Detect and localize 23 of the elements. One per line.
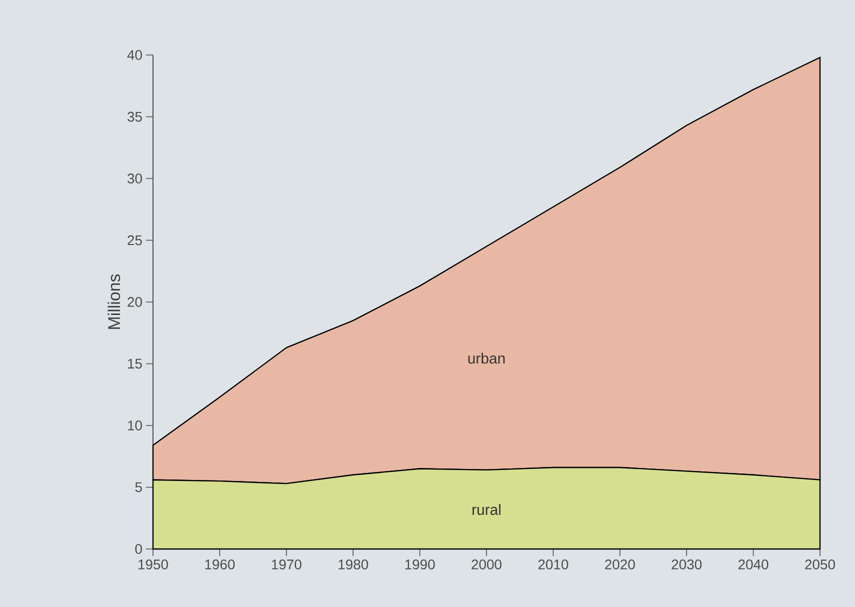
series-label: rural xyxy=(472,504,500,515)
x-tick-label: 2030 xyxy=(672,560,702,570)
y-tick-label: 30 xyxy=(128,174,142,184)
y-tick-label: 35 xyxy=(128,112,142,122)
x-tick-label: 1980 xyxy=(338,560,368,570)
x-tick-label: 1960 xyxy=(205,560,235,570)
y-tick-label: 20 xyxy=(128,297,142,307)
y-tick-label: 25 xyxy=(128,235,142,246)
y-tick-label: 0 xyxy=(135,544,142,554)
x-tick-label: 2020 xyxy=(605,560,635,570)
y-tick-label: 5 xyxy=(135,482,142,492)
x-tick-label: 2040 xyxy=(738,560,768,570)
y-tick-label: 40 xyxy=(127,50,142,60)
y-axis-title: Millions xyxy=(108,274,120,329)
x-tick-label: 1950 xyxy=(138,560,168,570)
x-tick-label: 1990 xyxy=(405,560,435,570)
x-tick-label: 2050 xyxy=(805,560,835,570)
x-tick-label: 2000 xyxy=(472,560,502,570)
series-label: urban xyxy=(468,352,505,364)
y-tick-label: 15 xyxy=(128,358,142,369)
x-tick-label: 1970 xyxy=(272,560,302,570)
y-tick-label: 10 xyxy=(128,420,142,430)
x-tick-label: 2010 xyxy=(538,560,568,570)
